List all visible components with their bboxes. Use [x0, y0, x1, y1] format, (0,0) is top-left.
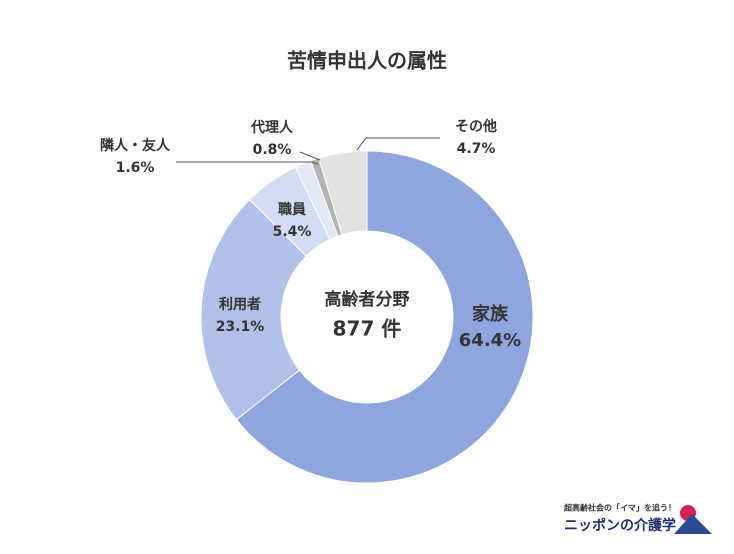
donut: [200, 150, 534, 484]
logo-mountain: [674, 514, 712, 534]
logo: 超高齢社会の「イマ」を追う！ ニッポンの介護学: [563, 503, 712, 534]
value-label: 1.6%: [116, 160, 155, 176]
slice-label: 代理人: [250, 119, 294, 136]
slice-label: その他: [455, 118, 497, 135]
slice-label: 隣人・友人: [100, 137, 171, 154]
center-title: 高齢者分野: [325, 289, 410, 310]
slice: [235, 150, 534, 484]
value-label: 0.8%: [253, 142, 292, 158]
slice: [200, 198, 307, 421]
slice-label: 家族: [472, 303, 509, 325]
slice-label: 職員: [278, 201, 306, 218]
value-label: 64.4%: [459, 330, 521, 351]
slice-label: 利用者: [219, 296, 261, 313]
value-label: 4.7%: [457, 141, 496, 157]
leader-line: [299, 151, 321, 161]
leader-line: [356, 137, 440, 151]
leader-lines: [176, 137, 440, 165]
value-label: 5.4%: [273, 224, 312, 240]
slice: [318, 150, 368, 236]
leader-line: [176, 161, 319, 165]
logo-tagline: 超高齢社会の「イマ」を追う！: [563, 503, 676, 513]
logo-name: ニッポンの介護学: [564, 517, 676, 534]
chart-title: 苦情申出人の属性: [287, 49, 447, 73]
value-label: 23.1%: [216, 319, 265, 335]
center-total: 877 件: [333, 317, 402, 341]
